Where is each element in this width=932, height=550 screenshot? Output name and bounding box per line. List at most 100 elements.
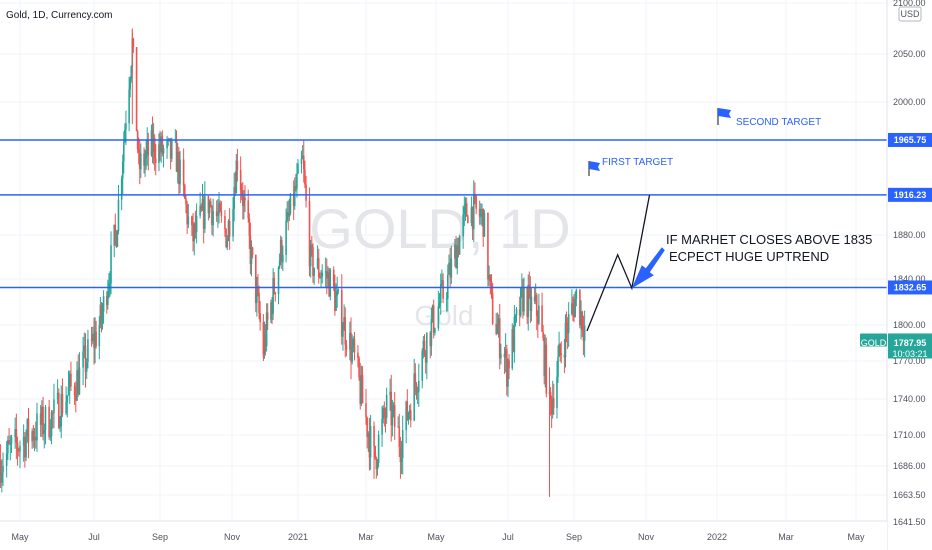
candle-body	[489, 274, 492, 281]
price-tag	[888, 333, 932, 359]
candle-body	[324, 271, 327, 273]
price-tick-label: 1840.00	[893, 274, 926, 284]
candle-body	[360, 375, 363, 404]
candle-body	[482, 208, 485, 237]
candle-body	[366, 417, 368, 437]
second-target-flag[interactable]: SECOND TARGET	[717, 108, 821, 128]
candle-body	[528, 284, 531, 288]
candle-body	[393, 405, 396, 428]
candle-body	[200, 205, 203, 211]
candle-body	[313, 268, 315, 276]
candle-body	[449, 262, 451, 278]
candle-body	[327, 272, 329, 279]
candle-body	[514, 315, 517, 317]
candle-body	[68, 373, 71, 388]
candle-body	[259, 312, 261, 323]
candle-body	[439, 284, 442, 304]
candle-body	[27, 419, 30, 442]
candle-body	[464, 203, 467, 207]
price-scale[interactable]	[887, 0, 932, 550]
time-tick-label: 2021	[288, 532, 308, 542]
candle-body	[398, 426, 401, 447]
watermark: GOLD, 1D Gold	[309, 197, 570, 331]
candle-body	[400, 458, 403, 462]
candle-body	[475, 195, 477, 209]
candle-body	[208, 201, 211, 214]
candle-body	[384, 416, 387, 418]
candle-body	[288, 213, 291, 217]
candle-body	[455, 244, 457, 269]
candle-body	[582, 330, 585, 341]
candle-body	[233, 186, 235, 210]
symbol-tag-label: GOLD	[861, 338, 887, 348]
candle-body	[117, 199, 120, 232]
candle-body	[513, 316, 516, 352]
candle-body	[109, 283, 111, 285]
candle-body	[282, 254, 284, 263]
candle-body	[534, 295, 537, 301]
level-tag-label: 1832.65	[894, 282, 927, 292]
candle-body	[431, 305, 434, 319]
candle-body	[495, 323, 497, 334]
candle-body	[143, 153, 145, 166]
candle-body	[340, 289, 343, 337]
candle-body	[358, 357, 360, 378]
candle-body	[533, 296, 536, 301]
candle-body	[383, 408, 386, 417]
candle-body	[227, 221, 230, 241]
candle-body	[110, 245, 112, 284]
candle-body	[16, 442, 19, 451]
candle-body	[98, 325, 101, 347]
candle-body	[304, 169, 306, 185]
time-tick-label: May	[11, 532, 29, 542]
candle-body	[564, 322, 567, 358]
time-scale[interactable]	[0, 521, 887, 550]
currency-badge[interactable]: USD	[898, 6, 922, 22]
first-target-flag[interactable]: FIRST TARGET	[588, 157, 673, 176]
candle-body	[483, 212, 486, 237]
candle-body	[512, 329, 515, 352]
candle-body	[42, 406, 44, 435]
candle-body	[413, 373, 415, 421]
projection-drawing[interactable]	[586, 194, 665, 332]
candle-body	[316, 258, 319, 269]
time-tick-label: 2022	[707, 532, 727, 542]
candle-body	[147, 140, 150, 156]
candle-body	[51, 412, 54, 414]
candle-body	[278, 260, 281, 268]
candle-body	[145, 150, 147, 159]
candle-body	[311, 244, 313, 248]
candle-body	[429, 332, 432, 347]
candle-body	[212, 211, 214, 226]
candle-body	[56, 392, 59, 400]
second-target-label: SECOND TARGET	[736, 117, 821, 128]
candle-body	[248, 218, 251, 236]
candle-body	[319, 276, 321, 278]
candle-body	[138, 152, 141, 170]
candle-body	[572, 303, 574, 306]
horizontal-levels[interactable]	[0, 139, 887, 289]
candle-body	[497, 318, 500, 328]
candle-body	[423, 340, 426, 354]
arrow-icon	[631, 247, 665, 289]
candle-body	[305, 184, 307, 201]
candle-body	[551, 398, 554, 414]
note-annotation[interactable]: IF MARHET CLOSES ABOVE 1835 ECPECT HUGE …	[666, 232, 872, 264]
candle-body	[265, 312, 268, 347]
current-price-tag: GOLD 1787.95 10:03:21	[860, 333, 932, 359]
candle-body	[351, 346, 353, 362]
candle-body	[523, 287, 525, 312]
candle-body	[353, 339, 356, 353]
candle-body	[415, 384, 418, 393]
candle-body	[7, 440, 9, 454]
candle-body	[408, 410, 411, 414]
candle-body	[491, 293, 494, 324]
candle-body	[247, 200, 250, 219]
candle-body	[336, 291, 338, 296]
candle-body	[580, 311, 582, 326]
time-tick-label: Mar	[358, 532, 374, 542]
candle-body	[5, 453, 8, 467]
candle-body	[102, 296, 105, 312]
candle-body	[140, 153, 142, 170]
